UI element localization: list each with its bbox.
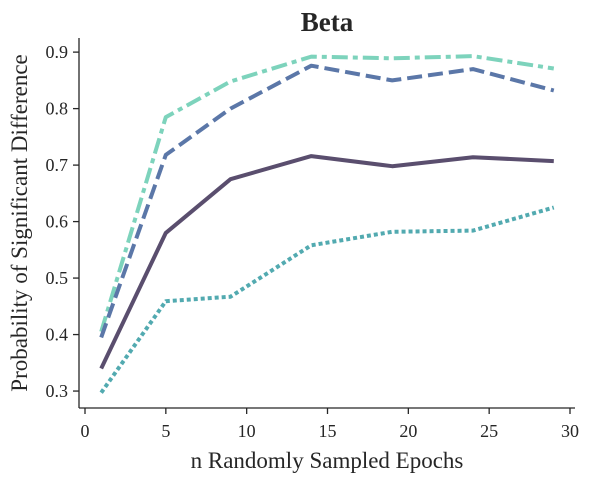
- y-tick-label: 0.8: [46, 99, 69, 119]
- y-tick-label: 0.9: [46, 42, 69, 62]
- y-tick-label: 0.7: [46, 155, 69, 175]
- series-line-1: [99, 54, 555, 333]
- y-axis-label: Probability of Significant Difference: [7, 54, 32, 391]
- x-axis-label: n Randomly Sampled Epochs: [191, 448, 464, 473]
- series-line-2: [99, 63, 555, 339]
- y-tick-label: 0.6: [46, 212, 69, 232]
- x-tick-label: 30: [561, 421, 579, 441]
- x-ticks: 0 5 10 15 20 25 30: [81, 408, 579, 441]
- y-ticks: 0.3 0.4 0.5 0.6 0.7 0.8 0.9: [46, 42, 79, 401]
- series-line-3: [99, 154, 554, 370]
- series-line-4: [99, 205, 555, 394]
- x-tick-label: 20: [399, 421, 417, 441]
- axes: 0 5 10 15 20 25 30 0.3 0.4 0.5 0.6 0.7 0.8 0.9: [46, 38, 579, 441]
- x-tick-label: 25: [480, 421, 498, 441]
- x-tick-label: 0: [81, 421, 90, 441]
- y-tick-label: 0.5: [46, 268, 69, 288]
- x-tick-label: 15: [319, 421, 337, 441]
- y-tick-label: 0.3: [46, 381, 69, 401]
- x-tick-label: 5: [161, 421, 170, 441]
- x-tick-label: 10: [238, 421, 256, 441]
- y-tick-label: 0.4: [46, 325, 69, 345]
- chart-title: Beta: [301, 7, 354, 37]
- plot-area: [99, 54, 555, 394]
